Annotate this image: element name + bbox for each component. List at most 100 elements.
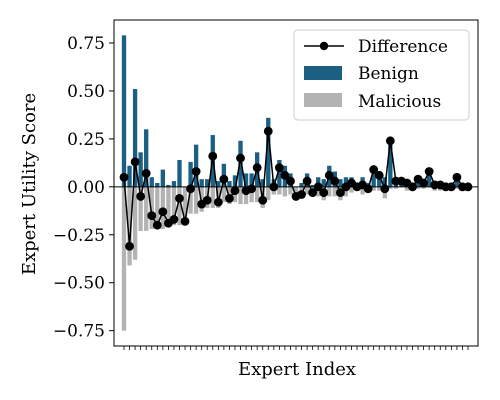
legend-malicious-swatch bbox=[304, 93, 342, 107]
difference-point bbox=[191, 167, 201, 176]
difference-point bbox=[374, 170, 384, 180]
malicious-bar bbox=[193, 186, 199, 214]
difference-point bbox=[258, 195, 268, 205]
difference-point bbox=[247, 184, 257, 194]
difference-point bbox=[125, 241, 134, 251]
difference-point bbox=[269, 182, 279, 192]
benign-bar bbox=[343, 177, 349, 187]
legend-difference-marker bbox=[319, 41, 329, 51]
y-tick-label: −0.25 bbox=[53, 226, 105, 246]
malicious-bar bbox=[288, 186, 293, 195]
y-tick-label: −0.75 bbox=[53, 322, 105, 342]
difference-point bbox=[319, 188, 329, 197]
y-tick-label: 0.25 bbox=[67, 130, 105, 150]
benign-bar bbox=[338, 179, 343, 187]
malicious-bar bbox=[277, 186, 282, 195]
difference-point bbox=[424, 167, 434, 176]
malicious-bar bbox=[199, 186, 204, 212]
malicious-bar bbox=[249, 186, 254, 203]
benign-bar bbox=[138, 152, 143, 187]
difference-point bbox=[330, 176, 340, 186]
malicious-bar bbox=[282, 186, 288, 197]
benign-bar bbox=[277, 159, 282, 187]
malicious-bar bbox=[238, 186, 243, 205]
difference-point bbox=[213, 197, 223, 207]
difference-point bbox=[280, 170, 290, 180]
malicious-bar bbox=[349, 186, 354, 193]
malicious-bar bbox=[171, 186, 177, 226]
x-ticks-layer bbox=[123, 346, 469, 350]
malicious-bar bbox=[149, 186, 154, 230]
difference-point bbox=[175, 193, 184, 203]
difference-point bbox=[302, 176, 312, 186]
malicious-bar bbox=[177, 186, 182, 226]
benign-bar bbox=[316, 177, 321, 187]
y-ticks-layer: −0.75 −0.50 −0.25 0.00 0.25 0.50 0.75 bbox=[53, 34, 114, 342]
difference-point bbox=[252, 163, 262, 173]
malicious-bar bbox=[127, 186, 132, 266]
benign-bar bbox=[188, 161, 193, 187]
benign-bar bbox=[127, 165, 132, 187]
benign-bar bbox=[243, 173, 249, 187]
difference-point bbox=[446, 182, 456, 192]
y-tick-label: −0.50 bbox=[53, 274, 105, 294]
malicious-bar bbox=[210, 186, 215, 208]
benign-bar bbox=[171, 181, 177, 187]
legend-benign-swatch bbox=[304, 66, 342, 80]
difference-point bbox=[225, 193, 234, 203]
legend-label-malicious: Malicious bbox=[358, 92, 441, 112]
malicious-bar bbox=[360, 186, 365, 195]
difference-point bbox=[463, 182, 473, 192]
y-tick-label: 0.00 bbox=[67, 178, 105, 198]
benign-bar bbox=[160, 169, 166, 187]
difference-point bbox=[119, 172, 129, 182]
benign-bar bbox=[249, 173, 254, 187]
difference-point bbox=[369, 165, 379, 174]
benign-bar bbox=[227, 181, 232, 187]
benign-bar bbox=[238, 140, 243, 187]
difference-point bbox=[385, 136, 395, 146]
difference-point bbox=[158, 207, 168, 217]
malicious-bar bbox=[188, 186, 193, 214]
malicious-bar bbox=[182, 186, 188, 222]
malicious-bar bbox=[304, 186, 310, 195]
benign-bar bbox=[232, 175, 238, 187]
benign-bar bbox=[177, 159, 182, 187]
y-axis-label: Expert Utility Score bbox=[19, 93, 40, 275]
difference-point bbox=[152, 220, 162, 230]
difference-point bbox=[313, 182, 323, 192]
benign-bar bbox=[193, 144, 199, 187]
malicious-bar bbox=[155, 186, 160, 230]
malicious-bar bbox=[332, 186, 338, 197]
difference-point bbox=[419, 178, 429, 188]
malicious-bar bbox=[454, 186, 460, 189]
legend-label-benign: Benign bbox=[358, 64, 419, 84]
malicious-bar bbox=[404, 186, 410, 191]
difference-point bbox=[202, 195, 212, 205]
malicious-bar bbox=[121, 186, 127, 331]
benign-bar bbox=[132, 89, 138, 187]
malicious-bar bbox=[388, 186, 393, 189]
benign-bar bbox=[166, 184, 171, 187]
y-tick-label: 0.50 bbox=[67, 82, 105, 102]
benign-bar bbox=[454, 179, 460, 187]
benign-bar bbox=[199, 179, 204, 187]
difference-point bbox=[263, 126, 273, 136]
benign-bar bbox=[205, 179, 210, 187]
y-tick-label: 0.75 bbox=[67, 34, 105, 54]
benign-bar bbox=[155, 183, 160, 187]
malicious-bar bbox=[243, 186, 249, 205]
difference-point bbox=[147, 211, 157, 221]
benign-bar bbox=[415, 181, 421, 187]
benign-bar bbox=[144, 129, 149, 187]
difference-point bbox=[141, 169, 151, 178]
difference-point bbox=[180, 216, 190, 226]
malicious-bar bbox=[138, 186, 143, 231]
difference-points-layer bbox=[119, 126, 473, 251]
benign-bar bbox=[216, 181, 221, 187]
malicious-bar bbox=[343, 186, 349, 197]
difference-point bbox=[408, 182, 417, 192]
malicious-bar bbox=[132, 186, 138, 260]
